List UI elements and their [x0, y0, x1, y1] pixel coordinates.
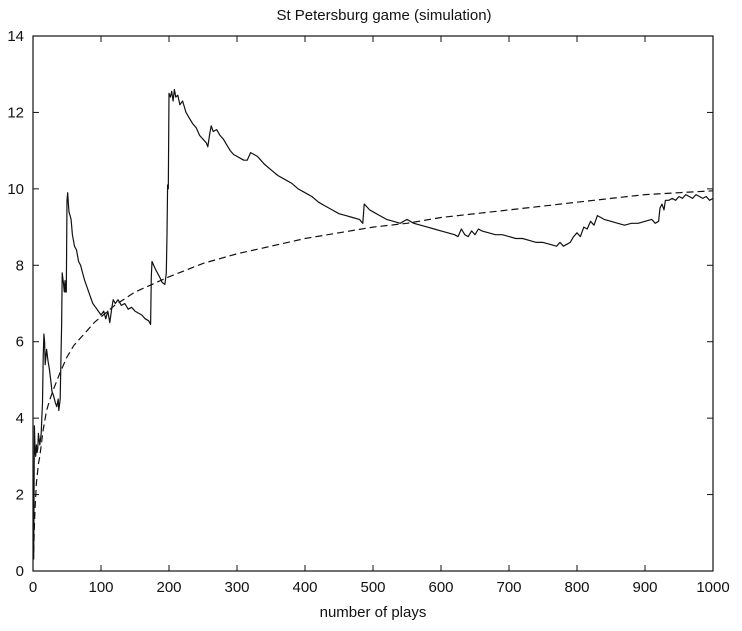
- x-axis-label: number of plays: [320, 604, 427, 621]
- chart-title: St Petersburg game (simulation): [276, 7, 491, 24]
- y-tick-label: 10: [7, 181, 24, 198]
- dashed-series-line: [33, 190, 714, 552]
- y-tick-label: 0: [16, 563, 24, 580]
- plot-frame: [32, 35, 714, 572]
- x-tick-label: 1000: [696, 579, 729, 596]
- x-tick-label: 700: [496, 579, 521, 596]
- solid-series-line: [33, 88, 714, 560]
- x-tick-label: 300: [224, 579, 249, 596]
- x-tick-label: 200: [156, 579, 181, 596]
- y-tick-label: 8: [16, 257, 24, 274]
- y-tick-label: 6: [16, 334, 24, 351]
- x-tick-label: 100: [88, 579, 113, 596]
- x-tick-label: 900: [632, 579, 657, 596]
- x-tick-label: 800: [564, 579, 589, 596]
- y-tick-label: 2: [16, 487, 24, 504]
- axis-tick-labels: 0 100 200 300 400 500 600 700 800 900 1000 0 2 4 6 8 10 1…: [7, 28, 729, 596]
- x-tick-label: 400: [292, 579, 317, 596]
- x-tick-label: 500: [360, 579, 385, 596]
- x-tick-label: 0: [29, 579, 37, 596]
- y-tick-label: 14: [7, 28, 24, 45]
- y-tick-label: 12: [7, 104, 24, 121]
- y-tick-label: 4: [16, 410, 24, 427]
- series-group: [33, 88, 714, 560]
- x-tick-label: 600: [428, 579, 453, 596]
